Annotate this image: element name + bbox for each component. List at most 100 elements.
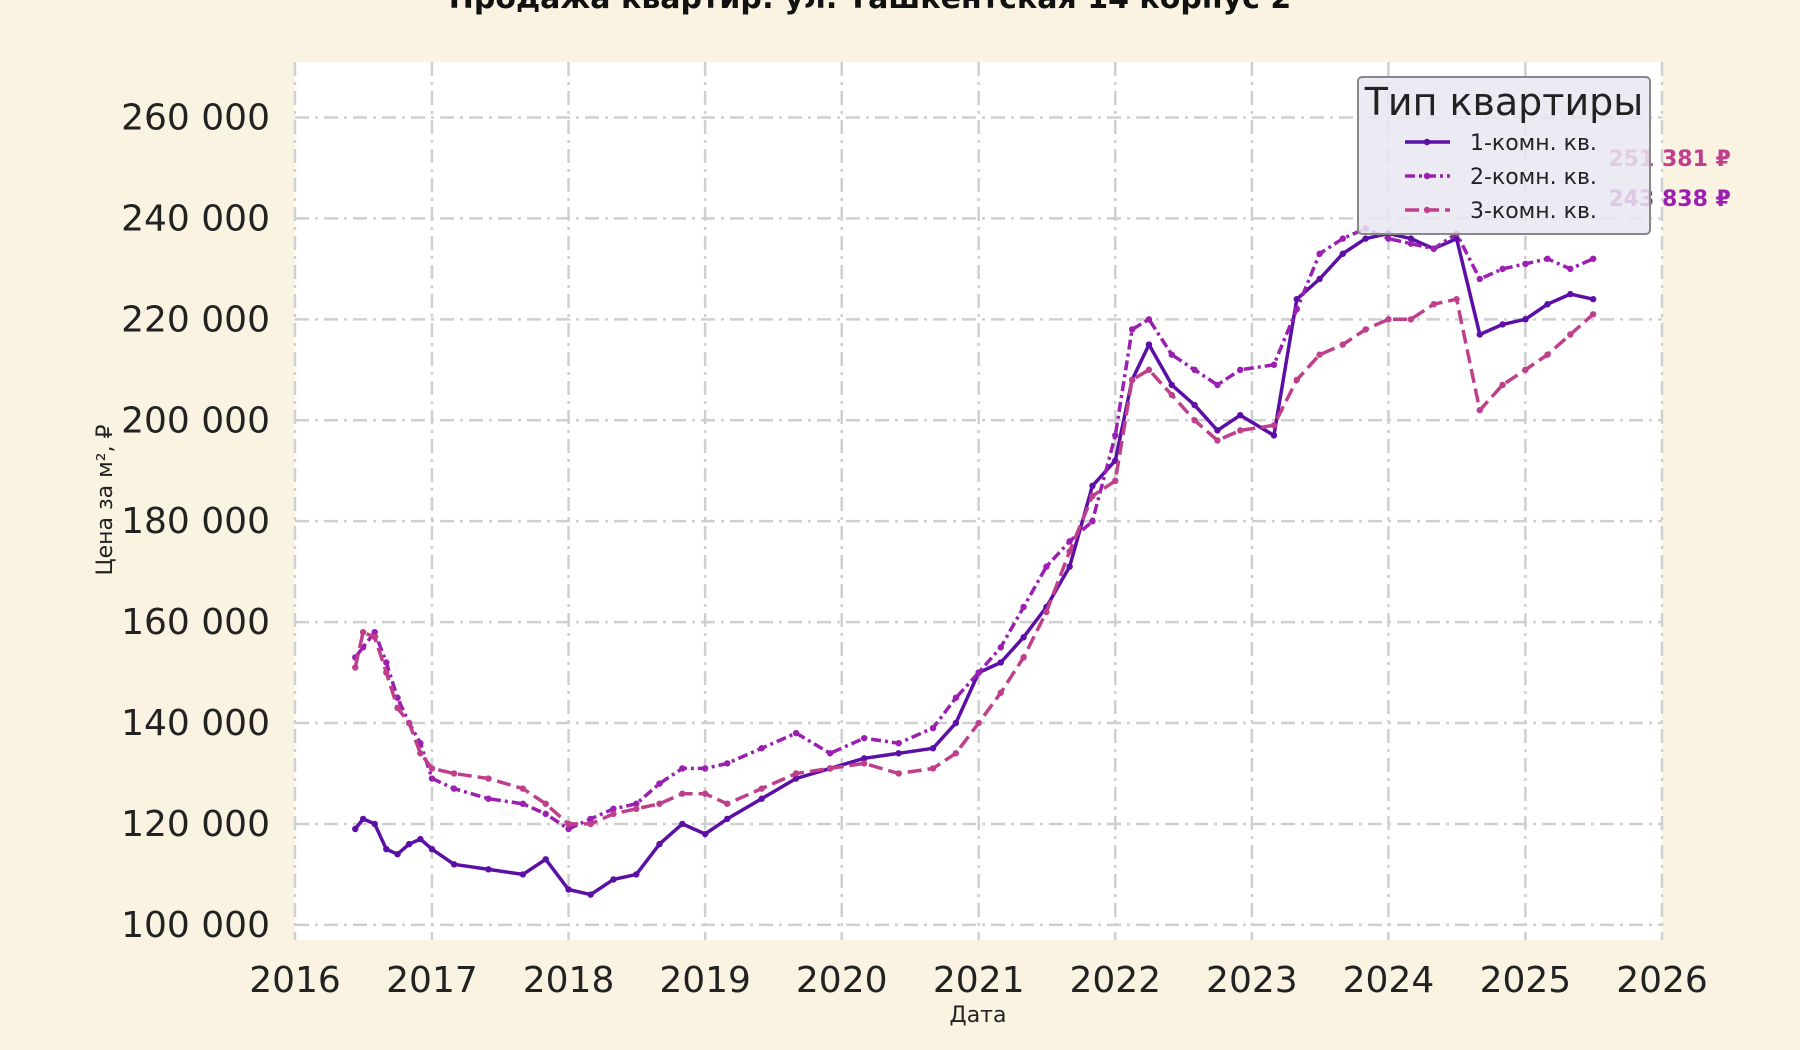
series-1-point xyxy=(610,876,617,883)
series-2-point xyxy=(1544,255,1551,262)
y-tick-label: 160 000 xyxy=(121,602,270,643)
series-1-point xyxy=(359,815,367,823)
series-2-point xyxy=(1430,245,1437,252)
x-tick-label: 2024 xyxy=(1343,960,1435,1001)
series-1-point xyxy=(1589,295,1597,303)
series-1-point xyxy=(1237,412,1244,419)
series-1-point xyxy=(450,861,458,868)
series-2-point xyxy=(1385,235,1392,242)
series-1-point xyxy=(542,856,549,863)
series-3-point xyxy=(1112,477,1119,485)
series-2-point xyxy=(1089,517,1096,525)
series-3-point xyxy=(656,800,663,807)
series-2-point xyxy=(1339,235,1346,242)
series-3-point xyxy=(428,765,436,772)
series-1-point xyxy=(1145,341,1153,348)
series-1-point xyxy=(428,845,436,853)
series-3-point xyxy=(417,750,424,757)
series-1-point xyxy=(1316,275,1323,283)
y-axis-label: Цена за м², ₽ xyxy=(93,424,118,575)
series-1-point xyxy=(352,825,359,833)
series-2-point xyxy=(542,810,549,818)
series-3-point xyxy=(450,770,458,777)
series-3-point xyxy=(826,765,834,772)
series-1-point xyxy=(895,750,902,757)
y-tick-label: 120 000 xyxy=(121,804,270,845)
x-axis-label: Дата xyxy=(950,1003,1007,1028)
series-1-point xyxy=(1214,427,1221,434)
series-2-point xyxy=(371,628,378,636)
series-3-point xyxy=(679,790,686,797)
series-3-point xyxy=(792,770,800,777)
x-tick-label: 2025 xyxy=(1480,960,1572,1001)
series-1-point xyxy=(929,745,937,752)
series-2-point xyxy=(587,815,594,823)
x-tick-label: 2019 xyxy=(659,960,751,1001)
series-1-point xyxy=(1293,295,1300,303)
series-2-point xyxy=(860,734,868,742)
series-3-point xyxy=(1293,376,1300,384)
legend-title: Тип квартиры xyxy=(1364,80,1644,124)
series-2-point xyxy=(519,800,527,807)
series-3-point xyxy=(1522,366,1529,374)
series-1-point xyxy=(1567,290,1574,298)
y-tick-label: 240 000 xyxy=(121,198,270,239)
series-3-point xyxy=(359,628,367,636)
x-tick-label: 2022 xyxy=(1069,960,1161,1001)
series-1-point xyxy=(1544,301,1551,308)
series-2-point xyxy=(1589,255,1597,262)
series-3-point xyxy=(1270,422,1278,429)
series-2-point xyxy=(610,805,617,813)
series-3-point xyxy=(1385,316,1392,323)
legend-marker xyxy=(1423,172,1431,180)
series-2-point xyxy=(1128,326,1136,333)
series-3-point xyxy=(1214,437,1221,444)
y-tick-labels: 100 000 120 000 140 000 160 000 180 000 200 0… xyxy=(121,98,270,946)
series-1-point xyxy=(656,840,663,848)
series-1-point xyxy=(394,851,401,858)
series-2-point xyxy=(1316,250,1323,257)
series-2-point xyxy=(1214,381,1221,389)
series-3-point xyxy=(952,750,960,757)
series-3-point xyxy=(1430,301,1437,308)
series-3-point xyxy=(587,820,594,828)
series-2-point xyxy=(1237,366,1244,374)
series-3-point xyxy=(975,719,982,727)
series-2-point xyxy=(1112,432,1119,439)
series-2-point xyxy=(1145,316,1153,323)
series-1-point xyxy=(758,795,765,802)
series-3-point xyxy=(371,634,378,641)
series-2-point xyxy=(1522,260,1529,268)
series-2-point xyxy=(1499,265,1506,273)
legend-label: 3-комн. кв. xyxy=(1470,199,1597,224)
series-2-point xyxy=(724,760,731,767)
series-1-point xyxy=(565,886,572,893)
series-3-point xyxy=(1089,492,1096,500)
series-1-point xyxy=(1020,634,1027,641)
series-1-point xyxy=(701,830,709,838)
series-3-point xyxy=(1589,311,1597,318)
series-2-point xyxy=(394,694,401,701)
series-2-point xyxy=(1293,306,1300,313)
series-3-point xyxy=(1544,351,1551,358)
series-1-point xyxy=(519,871,527,878)
series-2-point xyxy=(758,745,765,752)
series-1-point xyxy=(633,871,640,878)
series-1-point xyxy=(860,755,868,762)
series-2-point xyxy=(1476,275,1483,283)
chart-title: Продажа квартир: ул. Ташкентская 14 корп… xyxy=(449,0,1291,16)
series-2-point xyxy=(633,800,640,807)
series-3-point xyxy=(1043,608,1050,616)
series-3-point xyxy=(1191,417,1198,424)
x-tick-label: 2016 xyxy=(249,960,341,1001)
series-2-point xyxy=(975,669,982,676)
series-3-point xyxy=(1145,366,1153,374)
series-3-point xyxy=(724,800,731,807)
series-2-point xyxy=(952,694,960,701)
series-3-point xyxy=(1339,341,1346,348)
legend-label: 1-комн. кв. xyxy=(1470,131,1597,156)
series-2-point xyxy=(679,765,686,772)
series-1-point xyxy=(1407,235,1415,242)
series-2-point xyxy=(1191,366,1198,374)
